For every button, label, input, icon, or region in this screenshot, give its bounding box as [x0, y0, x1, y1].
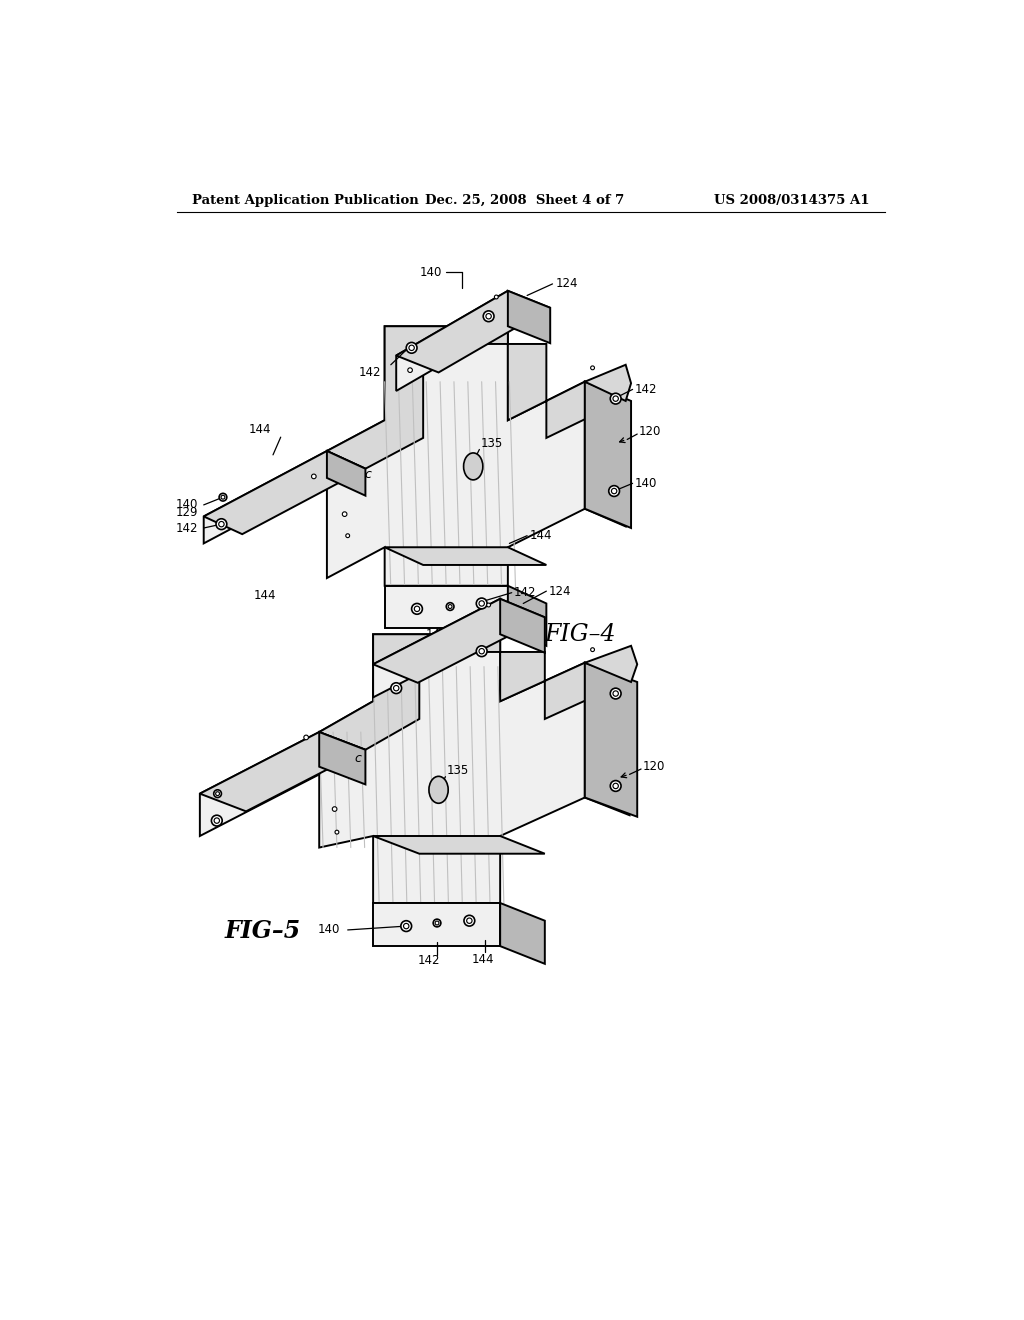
Polygon shape [373, 599, 500, 697]
Circle shape [216, 519, 226, 529]
Polygon shape [585, 381, 626, 527]
Text: 144: 144 [529, 529, 552, 543]
Circle shape [610, 393, 621, 404]
Circle shape [486, 603, 490, 607]
Text: c: c [354, 752, 361, 766]
Circle shape [211, 816, 222, 826]
Text: 120: 120 [639, 425, 662, 438]
Text: 135: 135 [447, 764, 469, 777]
Circle shape [311, 474, 316, 479]
Text: 140: 140 [635, 477, 657, 490]
Text: 135: 135 [481, 437, 503, 450]
Circle shape [446, 603, 454, 610]
Polygon shape [373, 599, 545, 682]
Polygon shape [327, 326, 626, 469]
Text: 140: 140 [317, 924, 340, 936]
Circle shape [333, 807, 337, 812]
Polygon shape [585, 364, 631, 401]
Circle shape [391, 682, 401, 693]
Text: 142: 142 [358, 366, 381, 379]
Ellipse shape [429, 776, 449, 804]
Text: 129: 129 [176, 506, 199, 519]
Circle shape [608, 486, 620, 496]
Polygon shape [204, 451, 366, 535]
Polygon shape [319, 635, 630, 750]
Polygon shape [373, 836, 545, 854]
Text: 124: 124 [549, 585, 571, 598]
Text: 120: 120 [643, 760, 665, 774]
Text: 144: 144 [472, 953, 495, 966]
Polygon shape [327, 451, 366, 496]
Polygon shape [508, 586, 547, 645]
Circle shape [342, 512, 347, 516]
Polygon shape [385, 586, 508, 628]
Polygon shape [585, 663, 630, 816]
Text: 144: 144 [249, 422, 271, 436]
Circle shape [433, 919, 441, 927]
Circle shape [219, 494, 226, 502]
Text: 140: 140 [176, 499, 199, 511]
Circle shape [408, 368, 413, 372]
Text: 140: 140 [420, 265, 442, 279]
Polygon shape [200, 733, 366, 812]
Polygon shape [500, 599, 545, 653]
Circle shape [610, 780, 621, 792]
Text: 142: 142 [176, 521, 199, 535]
Polygon shape [385, 548, 547, 565]
Polygon shape [585, 381, 631, 528]
Circle shape [346, 533, 349, 537]
Text: 124: 124 [556, 277, 579, 290]
Text: FIG–4: FIG–4 [545, 623, 616, 645]
Text: Patent Application Publication: Patent Application Publication [193, 194, 419, 207]
Polygon shape [319, 635, 585, 903]
Polygon shape [204, 451, 327, 544]
Circle shape [335, 830, 339, 834]
Circle shape [464, 915, 475, 927]
Circle shape [304, 735, 308, 739]
Circle shape [400, 921, 412, 932]
Circle shape [591, 648, 595, 652]
Text: 142: 142 [635, 383, 657, 396]
Polygon shape [585, 645, 637, 682]
Polygon shape [327, 326, 585, 586]
Polygon shape [500, 903, 545, 964]
Polygon shape [396, 290, 508, 391]
Text: US 2008/0314375 A1: US 2008/0314375 A1 [715, 194, 869, 207]
Circle shape [476, 645, 487, 656]
Polygon shape [319, 733, 366, 784]
Circle shape [476, 598, 487, 609]
Text: 142: 142 [514, 586, 537, 599]
Circle shape [495, 296, 499, 298]
Text: 142: 142 [418, 954, 440, 968]
Polygon shape [373, 903, 500, 946]
Text: FIG–5: FIG–5 [224, 919, 301, 942]
Circle shape [591, 366, 595, 370]
Text: 140: 140 [426, 628, 449, 640]
Polygon shape [200, 733, 319, 836]
Text: Dec. 25, 2008  Sheet 4 of 7: Dec. 25, 2008 Sheet 4 of 7 [425, 194, 625, 207]
Circle shape [610, 688, 621, 700]
Polygon shape [508, 290, 550, 343]
Circle shape [214, 789, 221, 797]
Text: 144: 144 [254, 589, 276, 602]
Ellipse shape [464, 453, 483, 480]
Circle shape [407, 342, 417, 354]
Circle shape [483, 312, 494, 322]
Text: c: c [365, 467, 371, 480]
Polygon shape [585, 663, 637, 817]
Circle shape [412, 603, 422, 614]
Polygon shape [396, 290, 550, 372]
